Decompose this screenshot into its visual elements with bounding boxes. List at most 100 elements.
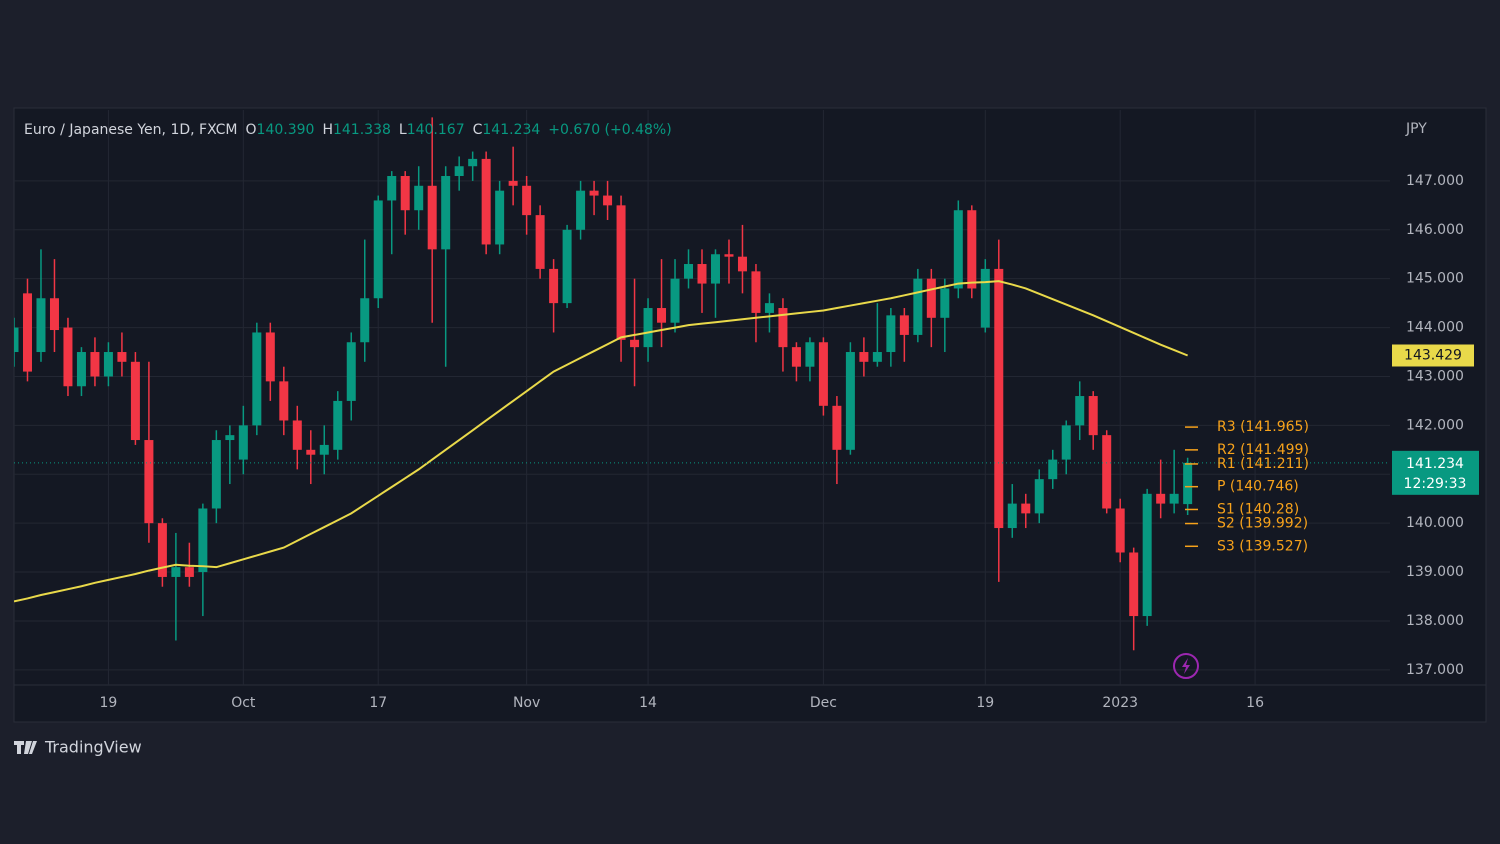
candle-body (845, 352, 855, 450)
logo (14, 741, 37, 754)
candle-body (603, 195, 613, 206)
candle-body (103, 352, 113, 377)
candle-body (184, 567, 194, 577)
last-price-text: 141.234 (1406, 456, 1464, 472)
candle-body (36, 298, 46, 353)
x-tick-label: 16 (1246, 695, 1264, 711)
x-tick-label: 19 (100, 695, 118, 711)
candle-body (414, 185, 424, 211)
y-tick-label: 144.000 (1406, 320, 1464, 336)
candle-body (117, 352, 127, 362)
candle-body (427, 185, 437, 250)
y-tick-label: 146.000 (1406, 222, 1464, 238)
candle-body (697, 264, 707, 284)
candle-body (751, 271, 761, 313)
candle-body (238, 425, 248, 460)
pivot-label: S2 (139.992) (1217, 516, 1308, 532)
alert-icon[interactable] (1173, 653, 1199, 679)
candle-body (90, 352, 100, 377)
candle-body (778, 308, 788, 348)
candle-body (49, 298, 59, 331)
pivot-label: P (140.746) (1217, 479, 1299, 495)
candle-body (1183, 462, 1193, 505)
candle-body (684, 264, 694, 279)
candle-body (710, 254, 720, 284)
candle-body (454, 166, 464, 177)
y-tick-label: 143.000 (1406, 368, 1464, 384)
candle-body (670, 278, 680, 323)
candle-body (144, 440, 154, 524)
candle-body (1142, 493, 1152, 617)
high: 141.338 (333, 122, 391, 138)
candle-body (859, 352, 869, 362)
candle-body (333, 400, 343, 450)
candle-body (211, 440, 221, 509)
candle-body (252, 332, 262, 426)
chart-panel (13, 107, 1487, 723)
candle-body (130, 361, 140, 441)
candle-body (562, 229, 572, 304)
candle-body (14, 327, 19, 353)
candle-body (1156, 493, 1166, 504)
candle-body (76, 352, 86, 387)
candle-body (495, 190, 505, 245)
candle-body (630, 339, 640, 348)
candle-body (265, 332, 275, 382)
candle-body (791, 347, 801, 367)
ma-price-text: 143.429 (1404, 347, 1462, 363)
candle-body (1034, 479, 1044, 514)
candle-body (818, 342, 828, 406)
candle-body (994, 268, 1004, 529)
candle-body (899, 315, 909, 335)
candle-body (1061, 425, 1071, 460)
candle-body (481, 158, 491, 245)
moving-average (14, 280, 1189, 603)
candle-body (832, 405, 842, 450)
candle-body (1048, 459, 1058, 480)
x-tick-label: 19 (976, 695, 994, 711)
l-label: L (399, 122, 407, 138)
candle-body (980, 268, 990, 328)
h-label: H (322, 122, 333, 138)
x-tick-label: Oct (231, 695, 256, 711)
y-tick-label: 138.000 (1406, 613, 1464, 629)
candle-body (805, 342, 815, 367)
open: 140.390 (257, 122, 315, 138)
candle-body (926, 278, 936, 318)
change: +0.670 (+0.48%) (548, 122, 671, 138)
candle-body (872, 352, 882, 362)
candle-body (360, 298, 370, 343)
y-tick-label: 147.000 (1406, 173, 1464, 189)
candle-body (279, 381, 289, 421)
candle-body (913, 278, 923, 335)
pivot-label: S1 (140.28) (1217, 501, 1299, 517)
candle-body (198, 508, 208, 573)
candle-body (576, 190, 586, 230)
x-tick-label: Nov (513, 695, 540, 711)
symbol: Euro / Japanese Yen, 1D, FXCM (24, 122, 238, 138)
candle-body (387, 176, 397, 201)
candle-body (737, 256, 747, 272)
pivot-label: S3 (139.527) (1217, 538, 1308, 554)
candle-body (1169, 493, 1179, 504)
candle-body (535, 215, 545, 269)
pivot-label: R1 (141.211) (1217, 456, 1309, 472)
candle-body (589, 190, 599, 196)
candle-body (886, 315, 896, 353)
o-label: O (246, 122, 257, 138)
candle-body (63, 327, 73, 387)
brand: TradingView (44, 738, 142, 757)
close: 141.234 (482, 122, 540, 138)
y-tick-label: 137.000 (1406, 662, 1464, 678)
candle-body (1102, 435, 1112, 509)
candle-body (400, 176, 410, 211)
candle-body (22, 293, 32, 372)
x-tick-label: Dec (810, 695, 837, 711)
ma-price-tag (1392, 344, 1474, 367)
candle-body (1021, 503, 1031, 514)
candle-body (940, 288, 950, 318)
candle-body (306, 449, 316, 455)
legend-header: Euro / Japanese Yen, 1D, FXCM O140.390 H14… (24, 122, 672, 138)
